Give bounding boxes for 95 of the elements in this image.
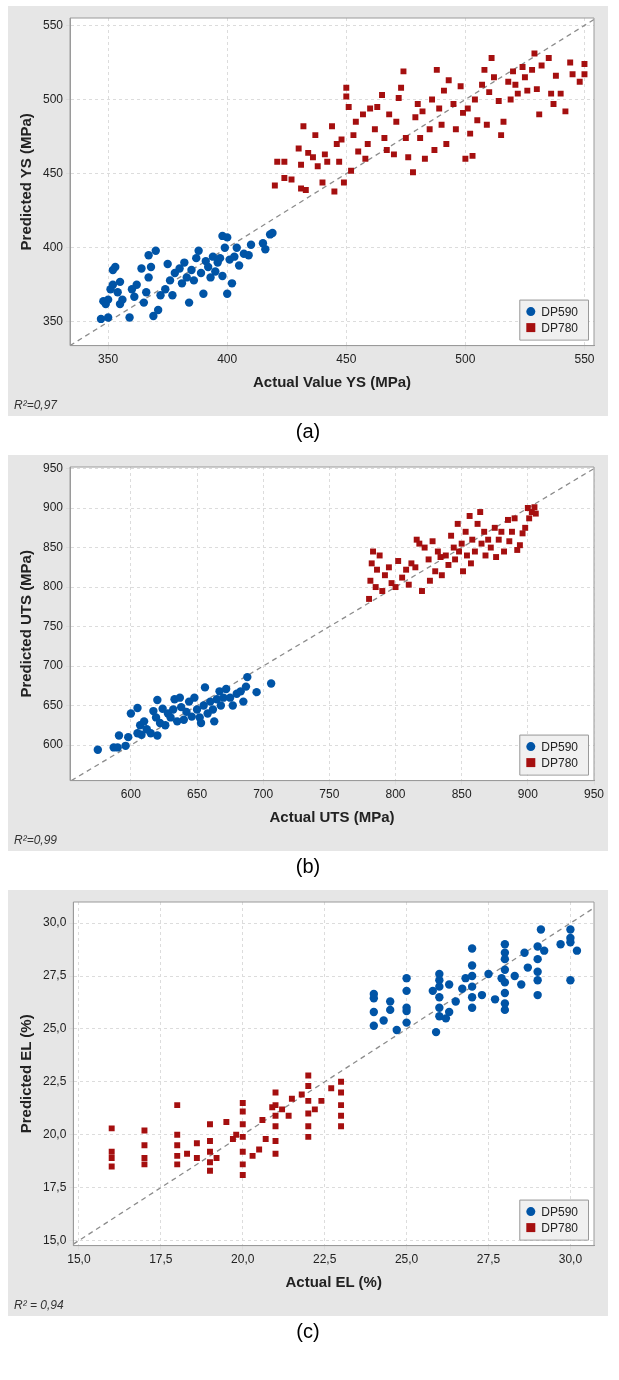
y-tick-label: 27,5 (43, 968, 67, 983)
point (225, 693, 235, 702)
x-tick-label: 350 (98, 352, 119, 367)
point (239, 697, 248, 706)
point (151, 713, 161, 722)
x-tick-label: 550 (574, 352, 595, 367)
point (196, 718, 206, 728)
legend-label: DP780 (541, 1220, 579, 1235)
point (133, 703, 142, 713)
point (182, 707, 191, 717)
point (146, 729, 155, 738)
text: R²=0,97 (13, 398, 59, 414)
y-tick-label: 17,5 (43, 1179, 67, 1194)
point (216, 701, 226, 710)
x-tick-label: 30,0 (558, 1252, 583, 1267)
text: (c) (295, 1319, 321, 1344)
text: R²=0,99 (13, 833, 59, 849)
x-tick-label: 27,5 (476, 1252, 501, 1267)
y-tick-label: 750 (42, 618, 64, 633)
x-axis-title: Actual EL (%) (285, 1273, 382, 1291)
x-tick-label: 22,5 (312, 1252, 337, 1267)
x-tick-label: 850 (451, 787, 473, 802)
legend-label: DP590 (541, 304, 579, 319)
y-tick-label: 22,5 (43, 1074, 67, 1089)
point (243, 672, 252, 682)
y-tick-label: 850 (42, 539, 64, 554)
point (199, 701, 208, 710)
point (241, 682, 251, 691)
x-tick-label: 20,0 (231, 1252, 255, 1267)
point (158, 704, 167, 713)
point (228, 701, 237, 710)
x-tick-label: 750 (319, 787, 340, 802)
y-tick-label: 650 (42, 697, 64, 712)
point (149, 706, 158, 716)
point (161, 721, 170, 730)
x-tick-label: 950 (583, 787, 605, 802)
y-tick-label: 600 (42, 737, 64, 752)
legend-label: DP780 (541, 755, 579, 770)
point (179, 715, 189, 724)
point (126, 709, 136, 718)
point (252, 687, 261, 697)
point (208, 705, 218, 714)
y-tick-label: 900 (42, 500, 64, 515)
point (124, 732, 133, 742)
y-tick-label: 700 (42, 658, 64, 673)
y-tick-label: 25,0 (43, 1021, 67, 1036)
y-tick-label: 400 (42, 240, 64, 255)
x-tick-label: 450 (336, 352, 357, 367)
x-tick-label: 600 (120, 787, 142, 802)
x-tick-label: 650 (187, 787, 208, 802)
point (192, 705, 202, 714)
x-axis-title: Actual UTS (MPa) (269, 808, 395, 826)
point (175, 693, 185, 702)
legend-label: DP590 (541, 1204, 579, 1219)
y-axis-title: Predicted UTS (MPa) (17, 550, 35, 698)
y-axis-title: Predicted EL (%) (17, 1014, 35, 1134)
point (187, 712, 196, 721)
y-tick-label: 450 (42, 165, 64, 180)
y-tick-label: 350 (42, 314, 64, 329)
y-tick-label: 800 (42, 579, 64, 594)
point (200, 683, 210, 692)
x-axis-title: Actual Value YS (MPa) (252, 373, 412, 391)
x-tick-label: 700 (253, 787, 274, 802)
y-tick-label: 550 (42, 17, 64, 32)
x-tick-label: 25,0 (394, 1252, 419, 1267)
x-tick-label: 500 (455, 352, 476, 367)
point (190, 693, 199, 702)
legend-label: DP780 (541, 320, 579, 335)
point (169, 705, 178, 714)
x-tick-label: 17,5 (149, 1252, 173, 1267)
y-tick-label: 950 (42, 460, 64, 475)
point (166, 713, 175, 722)
text: (b) (294, 854, 322, 879)
x-tick-label: 400 (217, 352, 238, 367)
y-tick-label: 20,0 (43, 1127, 67, 1142)
y-tick-label: 30,0 (43, 915, 67, 930)
text: (a) (294, 419, 322, 444)
point (221, 684, 231, 694)
point (139, 717, 149, 726)
point (210, 717, 219, 726)
y-tick-label: 500 (42, 91, 64, 106)
point (266, 679, 276, 688)
point (93, 745, 103, 754)
point (137, 730, 146, 739)
x-tick-label: 15,0 (67, 1252, 91, 1267)
point (153, 731, 162, 740)
point (121, 741, 130, 751)
y-tick-label: 15,0 (43, 1232, 67, 1247)
text: R² = 0,94 (13, 1298, 65, 1314)
point (153, 695, 162, 705)
x-tick-label: 800 (385, 787, 406, 802)
x-tick-label: 900 (517, 787, 539, 802)
y-axis-title: Predicted YS (MPa) (17, 113, 35, 251)
point (114, 731, 124, 740)
legend-label: DP590 (541, 739, 579, 754)
